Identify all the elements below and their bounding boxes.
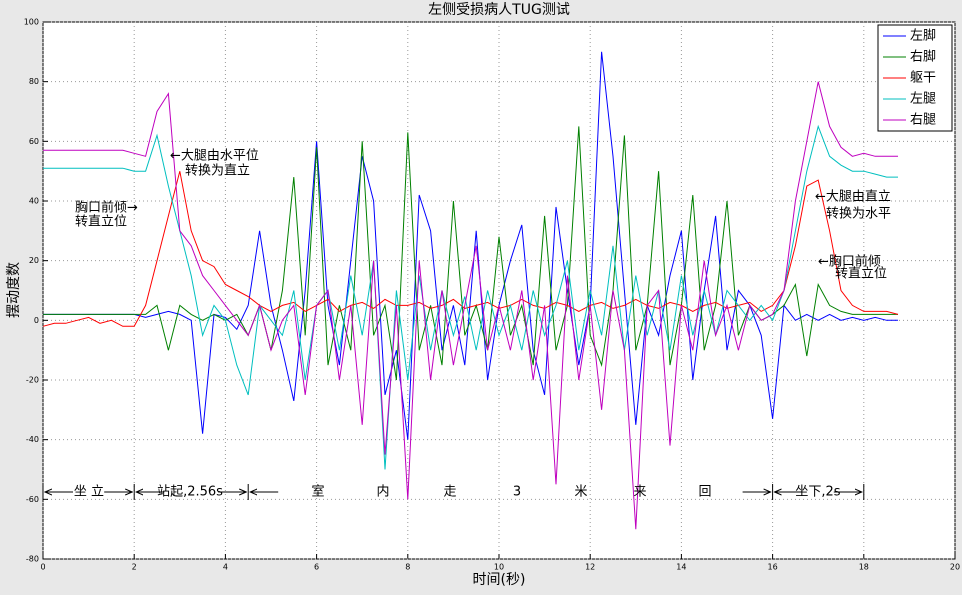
phase-label: 内 (376, 484, 389, 500)
y-tick-label: 40 (29, 197, 39, 206)
legend-label: 右腿 (910, 113, 936, 128)
legend-label: 左腿 (910, 92, 936, 107)
x-tick-label: 10 (494, 563, 504, 572)
annotation: 胸口前倾→ (75, 200, 138, 216)
series-line (42, 171, 899, 327)
legend-label: 左脚 (910, 28, 936, 44)
x-tick-label: 16 (768, 563, 778, 572)
y-axis-label: 摆动度数 (6, 262, 22, 318)
annotation: 转换为直立 (185, 164, 250, 179)
x-tick-label: 8 (405, 563, 410, 572)
annotation: ←大腿由直立 (815, 190, 891, 205)
y-tick-label: 80 (29, 77, 39, 86)
x-tick-label: 0 (40, 563, 45, 572)
annotation: ←胸口前倾 (818, 254, 881, 270)
phase-label: 走 (443, 485, 456, 500)
x-axis-label: 时间(秒) (473, 572, 526, 588)
x-tick-label: 12 (585, 563, 595, 572)
y-tick-label: -80 (26, 555, 39, 564)
y-tick-label: 60 (29, 137, 39, 146)
annotation: ←大腿由水平位 (170, 149, 259, 164)
annotation: 转直立位 (835, 267, 887, 282)
phase-label: 站起,2.56s (157, 485, 223, 500)
x-tick-label: 14 (676, 563, 686, 572)
x-tick-label: 6 (314, 563, 319, 572)
annotation: 转换为水平 (826, 207, 891, 222)
legend-label: 右脚 (910, 49, 936, 65)
phase-label: 回 (698, 485, 711, 500)
phase-label: 坐下,2s (795, 485, 840, 500)
x-tick-label: 18 (859, 563, 869, 572)
x-tick-label: 4 (223, 563, 228, 572)
y-tick-label: -20 (26, 376, 39, 385)
y-tick-label: 0 (34, 316, 39, 325)
series-line (43, 51, 898, 440)
phase-label: 来 (633, 485, 646, 500)
x-tick-label: 20 (950, 563, 960, 572)
y-tick-label: 100 (24, 18, 39, 27)
chart-title: 左侧受损病人TUG测试 (428, 2, 570, 18)
phase-label: 米 (574, 485, 587, 500)
y-tick-label: -40 (26, 435, 39, 444)
x-tick-label: 2 (132, 563, 137, 572)
series-line (43, 81, 898, 530)
phase-label: 室 (311, 484, 324, 500)
y-tick-label: -60 (26, 495, 39, 504)
y-tick-label: 20 (29, 256, 39, 265)
phase-label: 3 (513, 485, 521, 500)
legend-label: 躯干 (910, 70, 936, 86)
phase-label: 坐 立 (74, 485, 104, 500)
annotation: 转直立位 (75, 215, 127, 230)
